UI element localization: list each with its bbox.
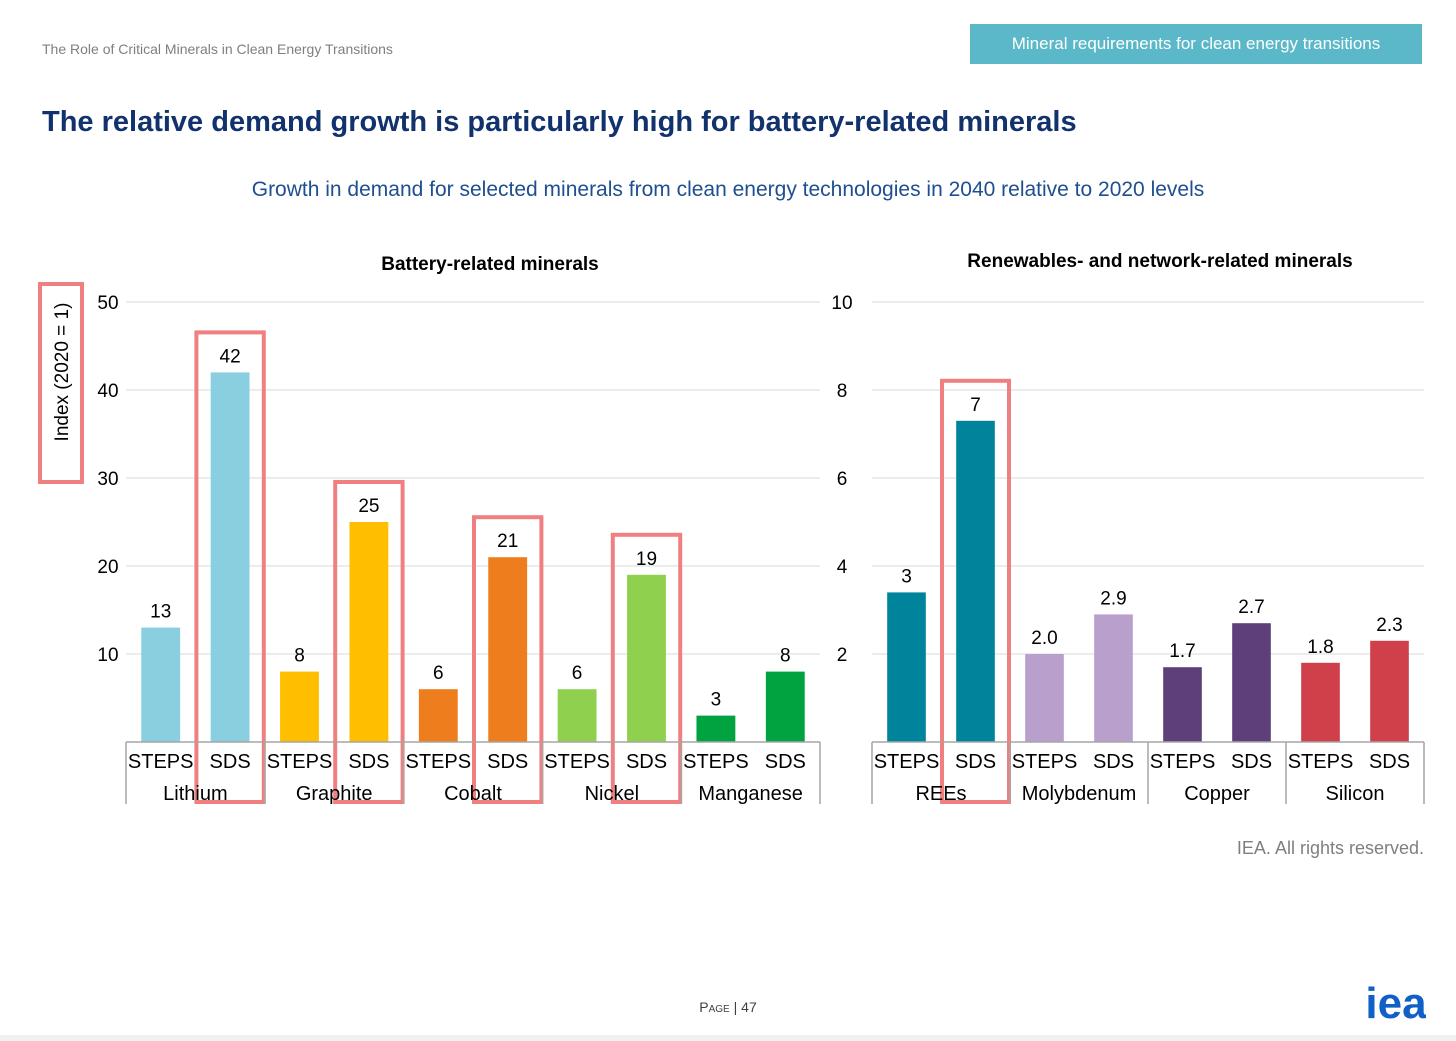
scenario-label: SDS <box>487 751 528 773</box>
bar-cobalt-steps[interactable] <box>418 689 458 742</box>
bar-nickel-steps[interactable] <box>557 689 597 742</box>
data-label: 13 <box>150 602 171 623</box>
bar-cobalt-sds[interactable] <box>488 557 528 742</box>
data-label: 3 <box>901 566 912 587</box>
y-tick-label: 4 <box>837 557 848 578</box>
data-label: 21 <box>497 531 518 552</box>
scenario-label: STEPS <box>1150 751 1216 773</box>
scenario-label: SDS <box>1093 751 1134 773</box>
iea-logo[interactable]: iea <box>1366 978 1426 1028</box>
data-label: 25 <box>358 496 379 517</box>
bar-molybdenum-steps[interactable] <box>1025 654 1064 742</box>
bar-silicon-steps[interactable] <box>1301 662 1340 742</box>
category-label: Nickel <box>585 783 639 805</box>
bar-molybdenum-sds[interactable] <box>1094 614 1133 742</box>
copyright-notice: IEA. All rights reserved. <box>1236 838 1424 858</box>
bar-rees-steps[interactable] <box>887 592 926 742</box>
scenario-label: SDS <box>348 751 389 773</box>
y-axis-label-highlight <box>38 282 84 484</box>
category-label: Cobalt <box>444 783 502 805</box>
page-label: Page <box>699 999 730 1015</box>
y-tick-label: 20 <box>97 557 118 578</box>
bar-lithium-steps[interactable] <box>141 627 181 742</box>
bottom-strip <box>0 1035 1456 1041</box>
data-label: 6 <box>433 663 444 684</box>
data-label: 8 <box>780 646 791 667</box>
y-tick-label: 40 <box>97 381 118 402</box>
data-label: 7 <box>970 395 981 416</box>
data-label: 2.3 <box>1376 615 1402 636</box>
scenario-label: SDS <box>1369 751 1410 773</box>
highlight-box <box>333 480 405 804</box>
highlight-box <box>472 515 544 804</box>
bar-manganese-sds[interactable] <box>765 671 805 742</box>
y-tick-label: 10 <box>831 293 852 314</box>
bar-graphite-sds[interactable] <box>349 522 389 742</box>
data-label: 8 <box>294 646 305 667</box>
scenario-label: STEPS <box>683 751 749 773</box>
scenario-label: SDS <box>626 751 667 773</box>
section-tag[interactable]: Mineral requirements for clean energy tr… <box>970 24 1422 64</box>
bar-copper-sds[interactable] <box>1232 623 1271 742</box>
highlight-box <box>940 378 1011 804</box>
document-title: The Role of Critical Minerals in Clean E… <box>42 41 393 57</box>
data-label: 1.7 <box>1169 641 1195 662</box>
data-label: 42 <box>220 346 241 367</box>
scenario-label: STEPS <box>406 751 472 773</box>
y-tick-label: 50 <box>97 293 118 314</box>
scenario-label: STEPS <box>544 751 610 773</box>
scenario-label: STEPS <box>267 751 333 773</box>
scenario-label: SDS <box>765 751 806 773</box>
category-label: Copper <box>1184 783 1250 805</box>
scenario-label: STEPS <box>874 751 940 773</box>
y-tick-label: 2 <box>837 645 848 666</box>
highlight-box <box>194 330 266 804</box>
bar-copper-steps[interactable] <box>1163 667 1202 742</box>
scenario-label: SDS <box>1231 751 1272 773</box>
y-tick-label: 30 <box>97 469 118 490</box>
chart-panel-title: Battery-related minerals <box>381 254 599 275</box>
page-number: Page | 47 <box>699 999 757 1015</box>
y-tick-label: 6 <box>837 469 848 490</box>
scenario-label: STEPS <box>128 751 194 773</box>
data-label: 2.0 <box>1031 628 1057 649</box>
data-label: 2.9 <box>1100 588 1126 609</box>
slide-title: The relative demand growth is particular… <box>42 106 1077 138</box>
bar-lithium-sds[interactable] <box>210 372 250 742</box>
category-label: Molybdenum <box>1022 783 1137 805</box>
data-label: 3 <box>711 690 722 711</box>
y-axis-label: Index (2020 = 1) <box>52 303 73 442</box>
bar-rees-sds[interactable] <box>956 420 995 742</box>
section-tag-label: Mineral requirements for clean energy tr… <box>1011 34 1381 53</box>
scenario-label: SDS <box>210 751 251 773</box>
scenario-label: STEPS <box>1012 751 1078 773</box>
category-label: Manganese <box>698 783 803 805</box>
chart-panel-title: Renewables- and network-related minerals <box>967 251 1352 272</box>
y-tick-label: 10 <box>97 645 118 666</box>
category-label: REEs <box>915 783 966 805</box>
highlight-box <box>610 532 683 804</box>
scenario-label: STEPS <box>1288 751 1354 773</box>
category-label: Graphite <box>296 783 373 805</box>
bar-silicon-sds[interactable] <box>1370 640 1409 742</box>
iea-logo-text: iea <box>1366 979 1426 1028</box>
data-label: 2.7 <box>1238 597 1264 618</box>
category-label: Lithium <box>163 783 227 805</box>
page-number-value: 47 <box>741 999 757 1015</box>
bar-nickel-sds[interactable] <box>627 574 666 742</box>
bar-manganese-steps[interactable] <box>696 715 736 742</box>
chart-subtitle: Growth in demand for selected minerals f… <box>251 178 1205 201</box>
category-label: Silicon <box>1326 783 1385 805</box>
bar-graphite-steps[interactable] <box>280 671 319 742</box>
scenario-label: SDS <box>955 751 996 773</box>
data-label: 6 <box>572 663 583 684</box>
y-tick-label: 8 <box>837 381 848 402</box>
data-label: 19 <box>636 549 657 570</box>
data-label: 1.8 <box>1307 637 1333 658</box>
